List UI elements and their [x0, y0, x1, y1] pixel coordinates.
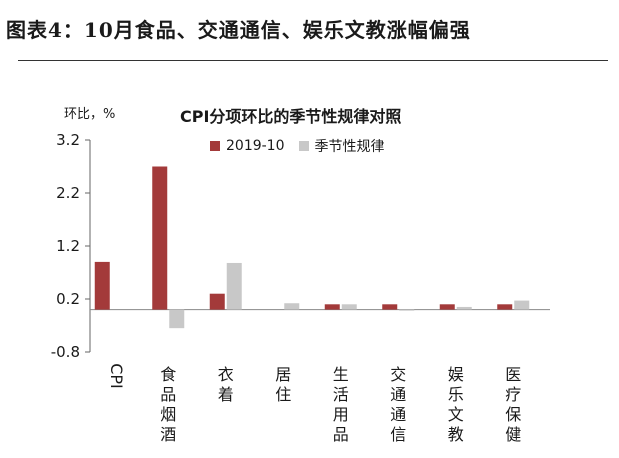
x-category-label: 衣着	[218, 365, 234, 404]
bar-seasonal	[226, 262, 242, 310]
bar-seasonal	[399, 309, 415, 311]
figure-heading: 图表4：10月食品、交通通信、娱乐文教涨幅偏强	[6, 18, 471, 42]
bar-2019-10	[152, 166, 168, 310]
bar-2019-10	[209, 293, 225, 310]
x-category-label: 生活用品	[333, 365, 349, 444]
legend-label-seasonal: 季节性规律	[314, 139, 385, 155]
bar-seasonal	[456, 306, 472, 310]
bar-seasonal	[169, 309, 185, 329]
y-tick-label: 0.2	[56, 290, 80, 308]
chart-title: CPI分项环比的季节性规律对照	[180, 107, 402, 126]
legend-label-2019-10: 2019-10	[226, 138, 285, 154]
bar-seasonal	[284, 303, 300, 310]
x-category-label: 交通通信	[390, 365, 406, 444]
y-tick-label: -0.8	[51, 343, 80, 361]
x-category-label: 医疗保健	[505, 365, 521, 444]
heading-divider	[18, 60, 608, 61]
x-category-label: 娱乐文教	[448, 365, 464, 444]
bar-2019-10	[382, 304, 398, 310]
bar-2019-10	[497, 304, 513, 310]
chart-legend: 2019-10 季节性规律	[210, 136, 399, 156]
x-category-label: CPI	[107, 363, 126, 389]
bar-2019-10	[439, 304, 455, 310]
bar-2019-10	[94, 261, 110, 310]
legend-swatch-2019-10	[210, 141, 220, 151]
legend-item-seasonal: 季节性规律	[298, 136, 385, 156]
x-category-label: 食品烟酒	[160, 365, 176, 444]
y-axis-label: 环比，%	[64, 107, 116, 122]
x-category-label: 居住	[275, 365, 291, 404]
bar-2019-10	[324, 304, 340, 310]
y-tick-label: 1.2	[56, 237, 80, 255]
legend-swatch-seasonal	[298, 141, 309, 151]
y-tick-label: 3.2	[56, 131, 80, 149]
bar-seasonal	[514, 300, 530, 310]
y-tick-label: 2.2	[56, 184, 80, 202]
legend-item-2019-10: 2019-10	[210, 138, 285, 154]
bar-seasonal	[341, 304, 357, 310]
